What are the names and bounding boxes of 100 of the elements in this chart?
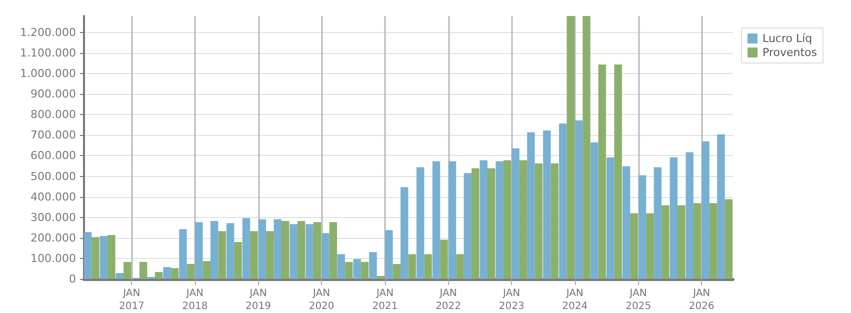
bar <box>154 272 163 279</box>
bar <box>416 167 424 279</box>
bar <box>503 160 512 279</box>
bar <box>638 175 646 279</box>
y-tick-label: 700.000 <box>30 128 76 142</box>
bar <box>360 262 369 279</box>
bar <box>670 157 678 279</box>
bar <box>574 120 583 279</box>
bar <box>464 173 472 279</box>
bar <box>242 218 250 279</box>
bar <box>566 16 574 279</box>
bar <box>139 262 148 279</box>
bar <box>646 213 654 279</box>
bar <box>408 254 416 279</box>
y-tick-label: 0 <box>69 272 76 286</box>
bar <box>590 142 598 279</box>
bar <box>163 267 171 279</box>
bar <box>281 221 290 279</box>
bar <box>678 205 686 279</box>
y-tick-label: 500.000 <box>30 170 76 183</box>
bar <box>92 237 100 279</box>
bar <box>210 221 218 279</box>
y-tick-label: 1.100.000 <box>20 46 76 60</box>
bar <box>108 235 116 279</box>
bar <box>226 223 234 279</box>
bar <box>179 229 187 279</box>
y-tick-label: 1.200.000 <box>20 26 76 39</box>
bar <box>487 168 496 279</box>
bar <box>369 252 377 279</box>
bar <box>353 259 361 279</box>
bar <box>550 163 558 279</box>
y-tick-label: 1.000.000 <box>20 67 76 80</box>
bar <box>709 203 718 279</box>
y-tick-label: 400.000 <box>30 190 76 204</box>
bar <box>630 213 638 279</box>
bar <box>297 221 306 279</box>
y-tick-label: 100.000 <box>30 252 76 265</box>
bar <box>686 152 694 279</box>
bar <box>329 222 338 279</box>
bar <box>622 166 630 279</box>
y-tick-label: 200.000 <box>30 231 76 244</box>
bar <box>496 161 504 279</box>
bar <box>258 219 266 279</box>
bar <box>322 233 330 279</box>
bar <box>186 264 195 279</box>
bar <box>170 268 179 279</box>
bar <box>614 64 622 279</box>
x-tick-label: JAN 2022 <box>436 288 462 312</box>
bar <box>654 167 662 279</box>
x-tick-label: JAN 2026 <box>688 288 714 312</box>
bar <box>559 123 567 279</box>
bar <box>702 141 710 279</box>
x-tick-label: JAN 2019 <box>246 288 271 312</box>
x-tick-label: JAN 2021 <box>372 288 398 312</box>
bar <box>543 130 551 279</box>
legend-label: Proventos <box>762 46 818 59</box>
bar <box>440 240 448 279</box>
bar <box>266 231 274 279</box>
bar <box>662 205 670 279</box>
bar <box>313 222 322 279</box>
bar <box>385 230 393 279</box>
bar <box>400 187 408 279</box>
bar <box>472 168 480 279</box>
legend-label: Lucro Líq <box>762 32 812 45</box>
bar <box>448 161 456 279</box>
bar <box>724 199 733 279</box>
y-tick-label: 900.000 <box>30 88 76 101</box>
bar <box>424 254 432 279</box>
bar <box>534 163 543 279</box>
bar <box>234 242 242 279</box>
bar <box>480 160 488 279</box>
bar <box>432 161 440 279</box>
bar <box>218 231 226 279</box>
y-tick-label: 600.000 <box>30 149 76 162</box>
bar <box>306 224 314 279</box>
x-tick-label: JAN 2018 <box>182 288 208 312</box>
bar <box>582 16 590 279</box>
bar <box>195 222 203 279</box>
bar <box>519 160 528 279</box>
x-tick-label: JAN 2024 <box>562 288 588 312</box>
bar <box>116 273 124 279</box>
y-tick-label: 800.000 <box>30 108 76 122</box>
bar <box>392 264 401 279</box>
bar <box>84 232 92 279</box>
bar <box>376 276 385 279</box>
bar <box>124 262 132 279</box>
x-tick-label: JAN 2020 <box>308 288 334 312</box>
bar <box>693 203 702 279</box>
bar <box>202 261 210 279</box>
bar <box>527 132 535 279</box>
x-tick-label: JAN 2017 <box>118 288 144 312</box>
bar <box>290 224 298 279</box>
x-tick-label: JAN 2023 <box>498 288 524 312</box>
bar <box>100 236 108 279</box>
bar <box>456 254 464 279</box>
bar <box>606 157 614 279</box>
x-tick-label: JAN 2025 <box>626 288 652 312</box>
y-tick-label: 300.000 <box>30 210 76 224</box>
bar <box>344 262 353 279</box>
bar <box>274 219 282 279</box>
